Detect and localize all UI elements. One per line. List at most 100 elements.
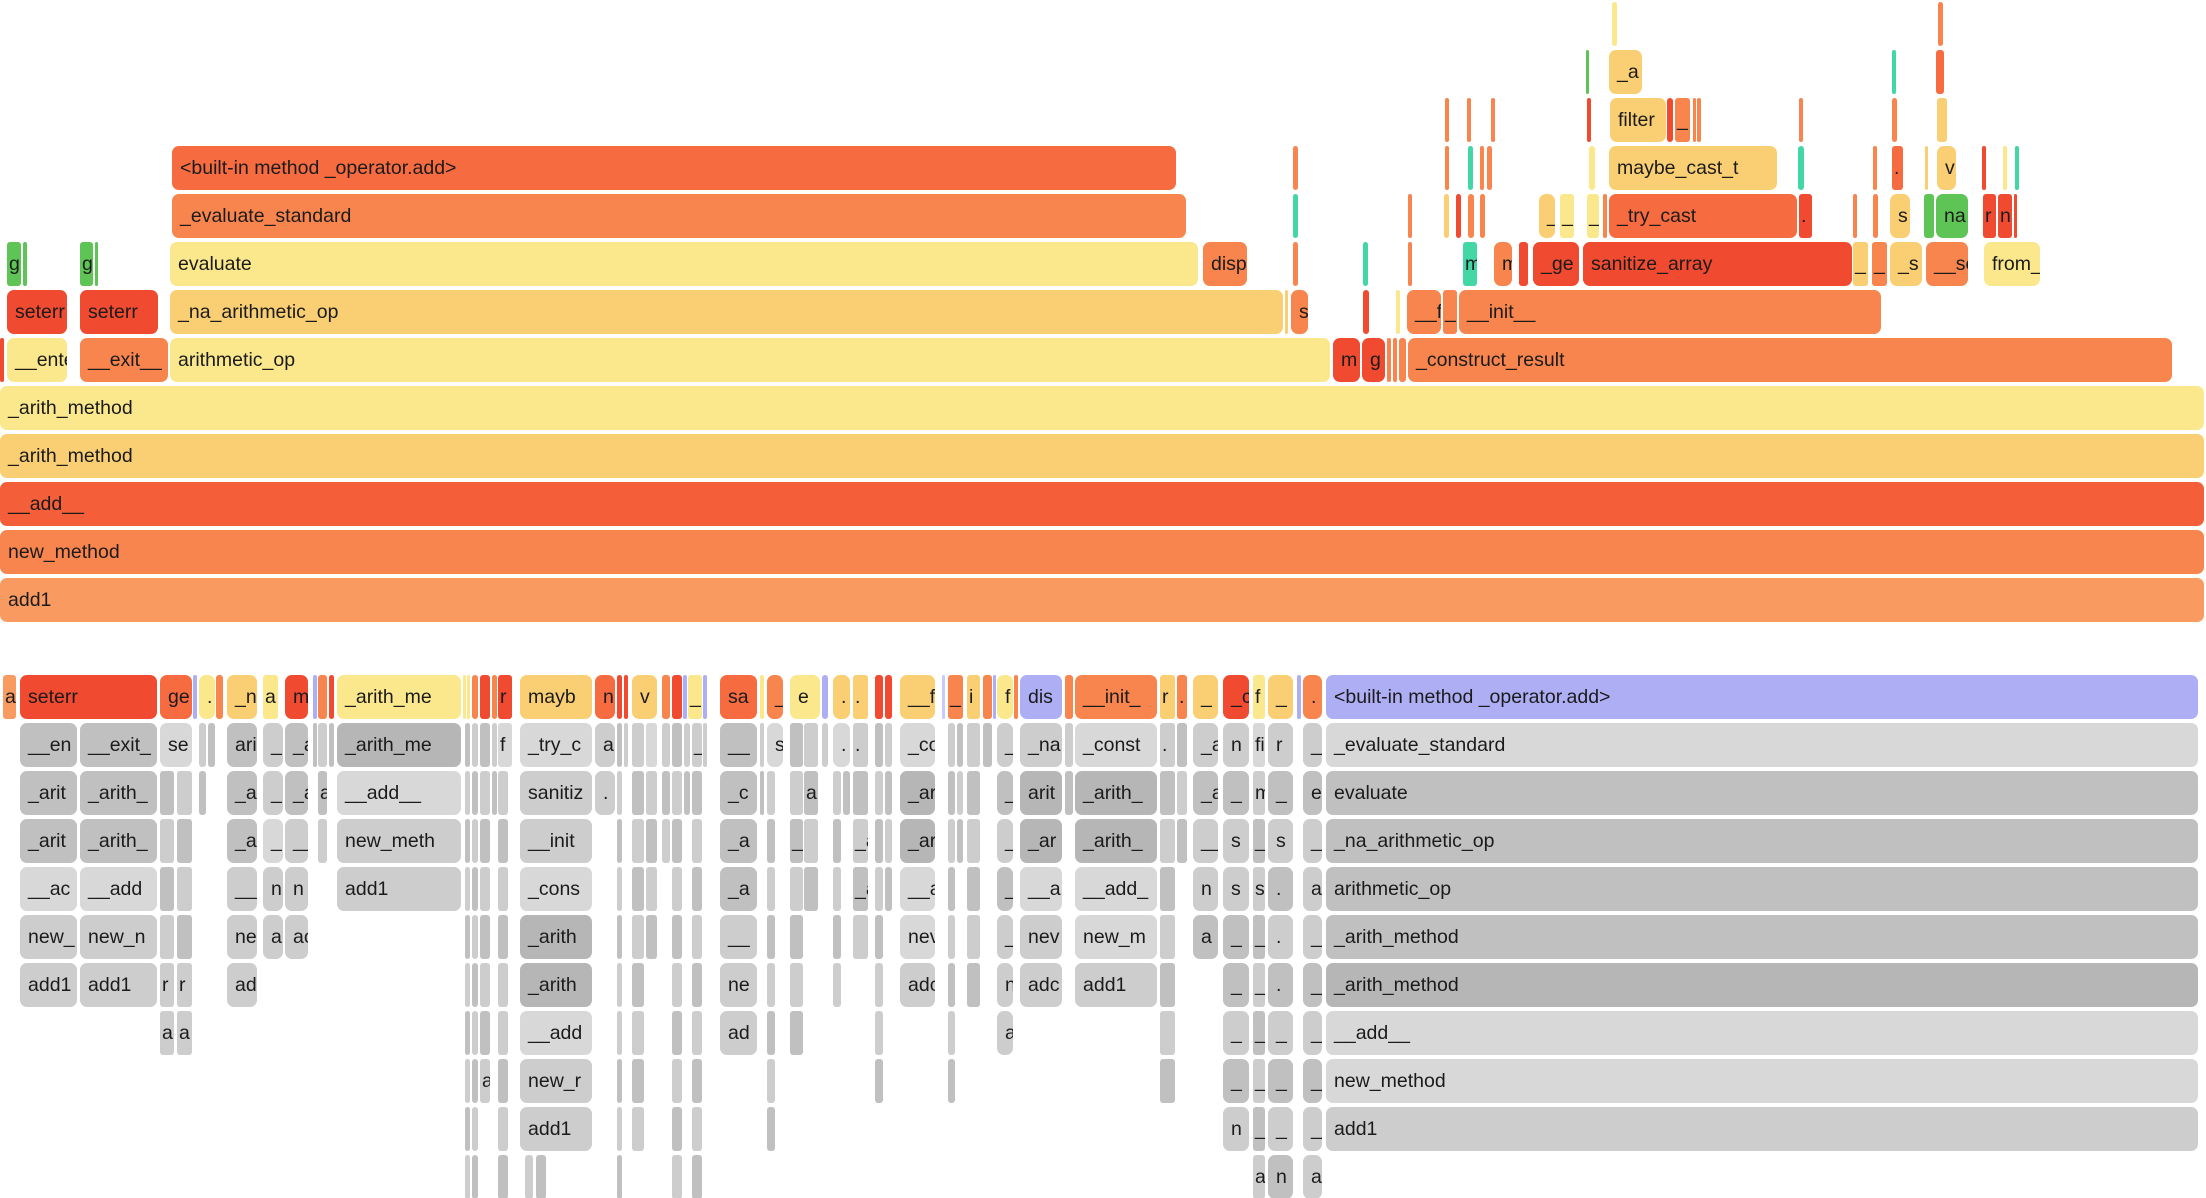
frame-sliver[interactable] <box>767 915 775 959</box>
frame-sliver[interactable] <box>617 915 622 959</box>
frame-sliver[interactable] <box>646 723 657 767</box>
frame-_arit[interactable]: _arit <box>20 771 77 815</box>
frame-sliver[interactable] <box>465 1011 470 1055</box>
frame-sliver[interactable] <box>692 819 702 863</box>
frame-sliver[interactable] <box>875 771 883 815</box>
frame-sliver[interactable] <box>617 723 622 767</box>
frame-sliver[interactable] <box>767 963 775 1007</box>
frame-__init[interactable]: __init <box>520 819 592 863</box>
frame-sliver[interactable] <box>1285 290 1288 334</box>
frame-_[interactable]: _ <box>1253 1011 1265 1055</box>
frame-_a[interactable]: _a <box>227 771 257 815</box>
frame-sliver[interactable] <box>948 1059 955 1103</box>
frame-sliver[interactable] <box>1065 771 1073 815</box>
frame-sliver[interactable] <box>875 819 883 863</box>
frame-sliver[interactable] <box>617 1059 622 1103</box>
frame-n[interactable]: n <box>1223 723 1249 767</box>
frame-sliver[interactable] <box>1160 1059 1175 1103</box>
frame-nev[interactable]: nev <box>1020 915 1062 959</box>
frame-_n[interactable]: _n <box>227 675 257 719</box>
frame-sliver[interactable] <box>1177 771 1187 815</box>
frame-sliver[interactable] <box>767 867 775 911</box>
frame-sliver[interactable] <box>632 723 644 767</box>
frame--built-in-method-_operator-add-[interactable]: <built-in method _operator.add> <box>172 146 1176 190</box>
frame-sliver[interactable] <box>1693 98 1696 142</box>
frame-_[interactable]: _ <box>997 723 1013 767</box>
frame-sliver[interactable] <box>617 867 622 911</box>
frame-s[interactable]: s <box>1223 867 1249 911</box>
frame-filter[interactable]: filter <box>1610 98 1666 142</box>
frame-_cons[interactable]: _cons <box>520 867 592 911</box>
frame-sliver[interactable] <box>472 675 478 719</box>
frame-a[interactable]: a <box>263 915 283 959</box>
frame-_[interactable]: _ <box>263 771 283 815</box>
frame-dis[interactable]: dis <box>1020 675 1062 719</box>
frame-sliver[interactable] <box>465 819 470 863</box>
frame-sliver[interactable] <box>672 915 682 959</box>
frame-sliver[interactable] <box>1293 194 1298 238</box>
frame-sliver[interactable] <box>177 771 192 815</box>
frame-sliver[interactable] <box>760 675 764 719</box>
frame-sliver[interactable] <box>853 771 868 815</box>
frame-__add[interactable]: __add <box>80 867 157 911</box>
frame-a[interactable]: a <box>318 771 327 815</box>
frame-n[interactable]: n <box>1193 867 1218 911</box>
frame-sliver[interactable] <box>617 675 622 719</box>
frame-_na_arithmetic_op[interactable]: _na_arithmetic_op <box>170 290 1283 334</box>
frame-sliver[interactable] <box>160 819 174 863</box>
frame-f[interactable]: f <box>1253 675 1265 719</box>
frame-sliver[interactable] <box>1982 146 1986 190</box>
frame-sliver[interactable] <box>1697 98 1701 142</box>
frame-sliver[interactable] <box>465 1107 470 1151</box>
frame-__fi[interactable]: __fi <box>1407 290 1441 334</box>
frame-sliver[interactable] <box>983 675 992 719</box>
frame-sliver[interactable] <box>692 1011 702 1055</box>
frame-sliver[interactable] <box>498 915 508 959</box>
frame-f[interactable]: f <box>498 723 512 767</box>
frame-sliver[interactable] <box>193 675 197 719</box>
frame-sliver[interactable] <box>1667 98 1673 142</box>
frame-_na[interactable]: _na <box>1020 723 1062 767</box>
frame-sliver[interactable] <box>1853 194 1857 238</box>
frame-v[interactable]: v <box>1937 146 1956 190</box>
frame-sliver[interactable] <box>632 771 644 815</box>
frame-sliver[interactable] <box>177 819 192 863</box>
frame-sliver[interactable] <box>875 867 883 911</box>
frame-sliver[interactable] <box>199 771 206 815</box>
frame-sliver[interactable] <box>480 771 490 815</box>
frame--[interactable]: . <box>853 723 868 767</box>
frame-sliver[interactable] <box>790 723 803 767</box>
frame-sliver[interactable] <box>646 867 657 911</box>
frame-sliver[interactable] <box>662 723 670 767</box>
frame-sliver[interactable] <box>1924 194 1934 238</box>
frame-n[interactable]: n <box>1998 194 2012 238</box>
frame-sliver[interactable] <box>804 819 818 863</box>
frame-__a[interactable]: __a <box>1020 867 1062 911</box>
frame-_[interactable]: _ <box>1223 771 1249 815</box>
frame-sliver[interactable] <box>875 675 883 719</box>
frame-sliver[interactable] <box>760 723 764 767</box>
frame-sliver[interactable] <box>617 1011 622 1055</box>
frame-_[interactable]: _ <box>1675 98 1690 142</box>
frame-sliver[interactable] <box>948 963 955 1007</box>
frame-s[interactable]: s <box>1223 819 1249 863</box>
frame-sliver[interactable] <box>875 1059 883 1103</box>
frame-from_[interactable]: from_ <box>1984 242 2040 286</box>
frame-sliver[interactable] <box>948 867 955 911</box>
frame-sliver[interactable] <box>672 963 682 1007</box>
frame-_[interactable]: _ <box>1303 963 1322 1007</box>
frame--[interactable]: . <box>1268 963 1293 1007</box>
frame-sliver[interactable] <box>684 723 690 767</box>
frame-m[interactable]: m <box>285 675 308 719</box>
frame-sliver[interactable] <box>967 963 980 1007</box>
frame-sliver[interactable] <box>767 1011 775 1055</box>
frame-_arith[interactable]: _arith <box>520 963 592 1007</box>
frame-sliver[interactable] <box>160 771 174 815</box>
frame-sliver[interactable] <box>465 915 470 959</box>
frame-sliver[interactable] <box>672 819 682 863</box>
frame-sliver[interactable] <box>1798 146 1804 190</box>
frame-sliver[interactable] <box>498 1155 508 1198</box>
frame-_a[interactable]: _a <box>285 771 308 815</box>
frame-sliver[interactable] <box>472 915 478 959</box>
frame-g[interactable]: g <box>7 242 21 286</box>
